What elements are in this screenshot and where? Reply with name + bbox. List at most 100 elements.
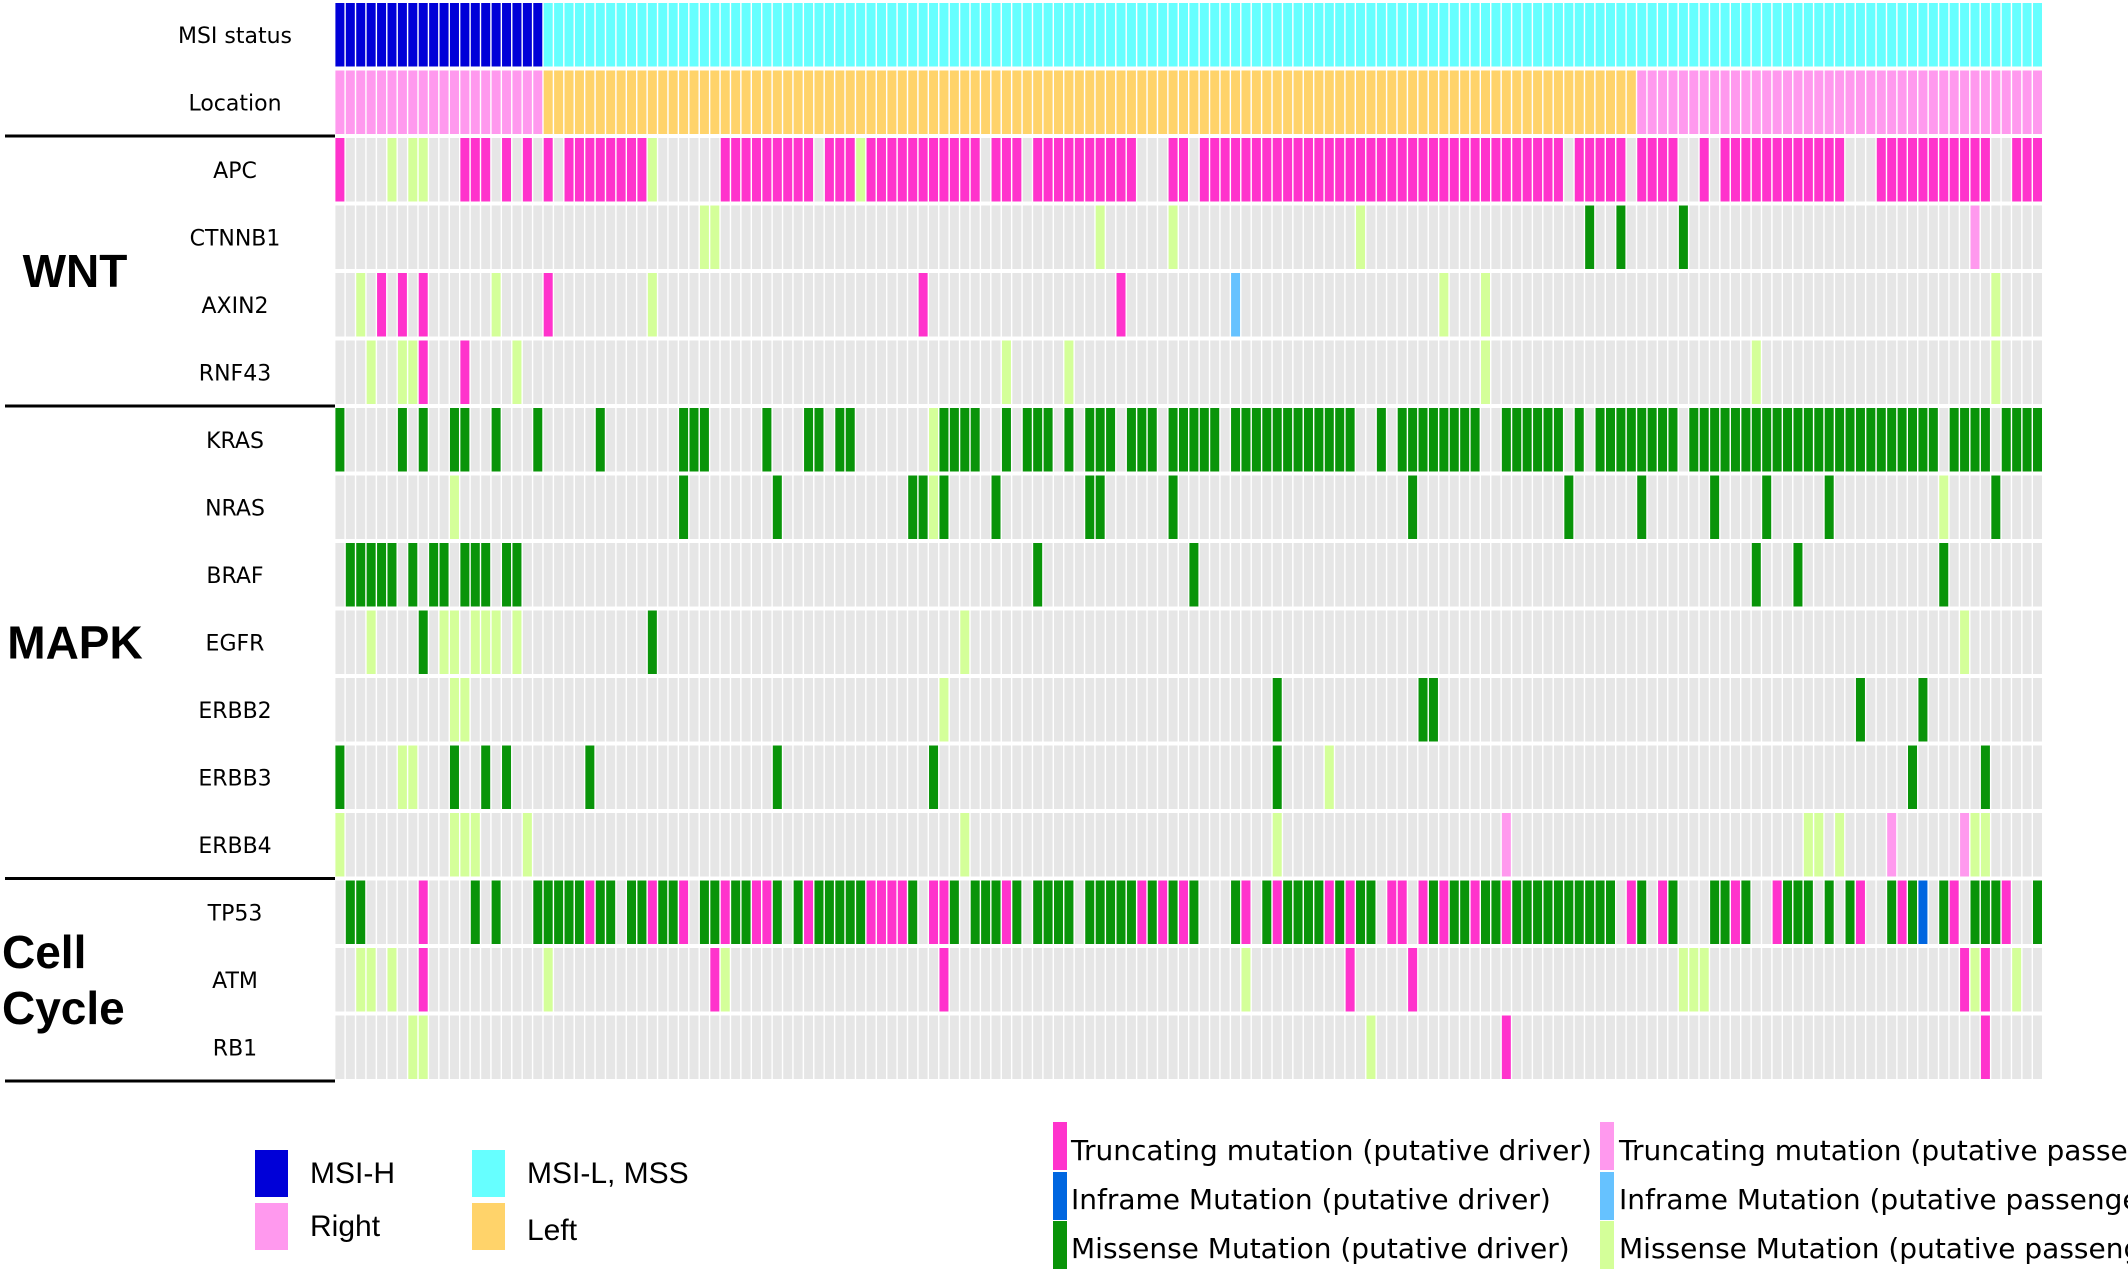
gene-egfr-cell	[1158, 610, 1168, 674]
gene-ctnnb1-cell	[1470, 205, 1480, 269]
gene-ctnnb1-cell	[1595, 205, 1605, 269]
gene-ctnnb1-cell	[856, 205, 866, 269]
gene-nras-cell	[824, 475, 834, 539]
gene-rb1-cell	[814, 1015, 824, 1079]
gene-kras-cell	[1116, 408, 1126, 472]
gene-rb1-cell	[1262, 1015, 1272, 1079]
gene-axin2-cell	[1887, 273, 1897, 337]
gene-rb1-cell	[637, 1015, 647, 1079]
gene-egfr-cell	[679, 610, 689, 674]
gene-rnf43-cell	[397, 340, 407, 404]
gene-erbb2-cell	[1814, 678, 1824, 742]
gene-atm-cell	[897, 948, 907, 1012]
msi-status-cell	[1793, 3, 1803, 67]
gene-kras-cell	[1564, 408, 1574, 472]
gene-atm-cell	[783, 948, 793, 1012]
location-cell	[1533, 70, 1543, 134]
gene-apc-cell	[1064, 138, 1074, 202]
gene-ctnnb1-cell	[689, 205, 699, 269]
gene-nras-cell	[658, 475, 668, 539]
gene-nras-cell	[366, 475, 376, 539]
gene-tp53-cell	[1345, 880, 1355, 944]
gene-ctnnb1-cell	[1408, 205, 1418, 269]
location-cell	[1241, 70, 1251, 134]
location-cell	[1220, 70, 1230, 134]
gene-egfr-cell	[1522, 610, 1532, 674]
gene-rnf43-cell	[470, 340, 480, 404]
gene-atm-cell	[512, 948, 522, 1012]
msi-status-cell	[1449, 3, 1459, 67]
gene-atm-cell	[1168, 948, 1178, 1012]
gene-erbb4-cell	[439, 813, 449, 877]
gene-erbb4-cell	[1845, 813, 1855, 877]
gene-rnf43-cell	[387, 340, 397, 404]
gene-erbb4-row	[335, 813, 2042, 877]
gene-nras-cell	[1241, 475, 1251, 539]
gene-atm-cell	[1512, 948, 1522, 1012]
gene-braf-cell	[1866, 543, 1876, 607]
gene-atm-cell	[1428, 948, 1438, 1012]
location-cell	[897, 70, 907, 134]
gene-atm-cell	[1553, 948, 1563, 1012]
location-cell	[543, 70, 553, 134]
gene-ctnnb1-cell	[1283, 205, 1293, 269]
gene-kras-cell	[1730, 408, 1740, 472]
gene-egfr-cell	[1772, 610, 1782, 674]
gene-rnf43-cell	[1241, 340, 1251, 404]
location-cell	[658, 70, 668, 134]
gene-braf-cell	[1054, 543, 1064, 607]
gene-erbb3-cell	[1116, 745, 1126, 809]
gene-kras-cell	[1637, 408, 1647, 472]
gene-egfr-cell	[668, 610, 678, 674]
gene-egfr-cell	[1553, 610, 1563, 674]
gene-axin2-cell	[772, 273, 782, 337]
gene-egfr-cell	[720, 610, 730, 674]
gene-nras-cell	[543, 475, 553, 539]
gene-ctnnb1-cell	[1658, 205, 1668, 269]
gene-rnf43-cell	[1449, 340, 1459, 404]
location-cell	[377, 70, 387, 134]
gene-braf-cell	[1137, 543, 1147, 607]
gene-nras-cell	[1970, 475, 1980, 539]
gene-kras-cell	[929, 408, 939, 472]
gene-axin2-cell	[689, 273, 699, 337]
gene-rb1-cell	[1064, 1015, 1074, 1079]
gene-axin2-cell	[1481, 273, 1491, 337]
gene-erbb3-cell	[1314, 745, 1324, 809]
gene-erbb2-cell	[554, 678, 564, 742]
gene-kras-cell	[491, 408, 501, 472]
gene-ctnnb1-cell	[741, 205, 751, 269]
gene-tp53-cell	[637, 880, 647, 944]
gene-apc-cell	[1220, 138, 1230, 202]
gene-rb1-cell	[429, 1015, 439, 1079]
gene-tp53-cell	[1866, 880, 1876, 944]
gene-tp53-cell	[1824, 880, 1834, 944]
location-cell	[554, 70, 564, 134]
gene-axin2-cell	[1116, 273, 1126, 337]
gene-axin2-cell	[1678, 273, 1688, 337]
gene-erbb2-cell	[335, 678, 345, 742]
gene-rnf43-cell	[1220, 340, 1230, 404]
gene-braf-cell	[1231, 543, 1241, 607]
gene-apc-cell	[1803, 138, 1813, 202]
gene-rnf43-cell	[918, 340, 928, 404]
gene-nras-cell	[1595, 475, 1605, 539]
location-cell	[908, 70, 918, 134]
gene-erbb2-cell	[1980, 678, 1990, 742]
gene-egfr-cell	[856, 610, 866, 674]
gene-atm-cell	[908, 948, 918, 1012]
msi-status-cell	[512, 3, 522, 67]
gene-erbb2-cell	[1158, 678, 1168, 742]
gene-tp53-cell	[429, 880, 439, 944]
gene-ctnnb1-cell	[679, 205, 689, 269]
msi-status-cell	[1501, 3, 1511, 67]
gene-erbb3-cell	[564, 745, 574, 809]
gene-erbb2-cell	[1345, 678, 1355, 742]
gene-braf-cell	[356, 543, 366, 607]
gene-braf-cell	[345, 543, 355, 607]
gene-braf-cell	[1710, 543, 1720, 607]
gene-braf-cell	[1324, 543, 1334, 607]
gene-ctnnb1-cell	[1439, 205, 1449, 269]
gene-rb1-cell	[585, 1015, 595, 1079]
gene-erbb3-cell	[1605, 745, 1615, 809]
